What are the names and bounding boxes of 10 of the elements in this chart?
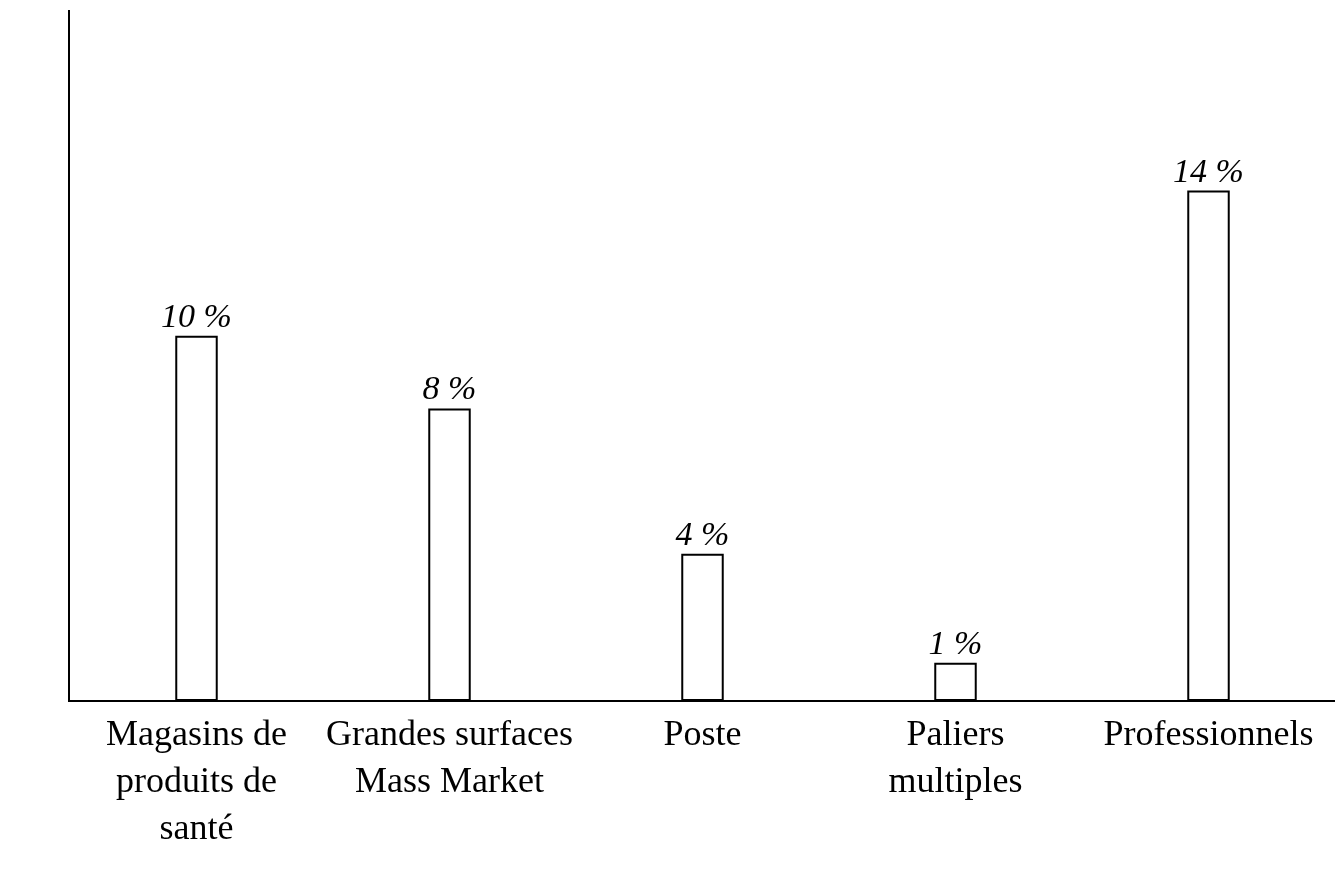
x-tick-label: Professionnels [1103,713,1314,754]
x-tick-label: Poste [663,713,742,754]
data-label: 4 % [675,514,730,552]
x-tick-label: Magasins de produits de santé [106,713,287,847]
data-label: 14 % [1173,151,1244,189]
x-tick-label: Grandes surfaces Mass Market [326,713,573,800]
data-label: 10 % [161,296,232,334]
x-tick-label: Paliers multiples [888,713,1023,800]
data-label: 1 % [928,623,983,661]
data-label: 8 % [422,369,477,407]
